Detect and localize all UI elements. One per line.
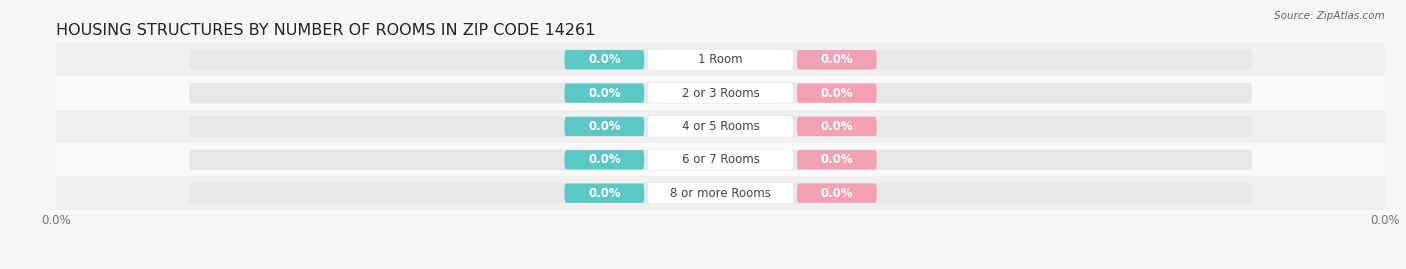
Text: 8 or more Rooms: 8 or more Rooms [671,187,770,200]
Text: 0.0%: 0.0% [821,187,853,200]
FancyBboxPatch shape [188,150,1253,170]
Text: HOUSING STRUCTURES BY NUMBER OF ROOMS IN ZIP CODE 14261: HOUSING STRUCTURES BY NUMBER OF ROOMS IN… [56,23,596,38]
FancyBboxPatch shape [56,110,1385,143]
Text: 1 Room: 1 Room [699,53,742,66]
FancyBboxPatch shape [56,76,1385,110]
FancyBboxPatch shape [564,50,644,69]
FancyBboxPatch shape [648,149,793,171]
Text: 0.0%: 0.0% [588,87,620,100]
FancyBboxPatch shape [564,183,644,203]
Text: 6 or 7 Rooms: 6 or 7 Rooms [682,153,759,166]
Text: 0.0%: 0.0% [588,53,620,66]
FancyBboxPatch shape [56,43,1385,76]
FancyBboxPatch shape [56,143,1385,176]
Legend: Owner-occupied, Renter-occupied: Owner-occupied, Renter-occupied [592,268,849,269]
Text: Source: ZipAtlas.com: Source: ZipAtlas.com [1274,11,1385,21]
FancyBboxPatch shape [188,49,1253,70]
FancyBboxPatch shape [797,50,877,69]
FancyBboxPatch shape [648,182,793,204]
FancyBboxPatch shape [797,117,877,136]
Text: 2 or 3 Rooms: 2 or 3 Rooms [682,87,759,100]
FancyBboxPatch shape [797,183,877,203]
FancyBboxPatch shape [564,83,644,103]
FancyBboxPatch shape [797,83,877,103]
Text: 4 or 5 Rooms: 4 or 5 Rooms [682,120,759,133]
Text: 0.0%: 0.0% [821,153,853,166]
Text: 0.0%: 0.0% [821,120,853,133]
Text: 0.0%: 0.0% [821,87,853,100]
FancyBboxPatch shape [648,116,793,137]
FancyBboxPatch shape [648,82,793,104]
FancyBboxPatch shape [797,150,877,169]
FancyBboxPatch shape [188,183,1253,203]
Text: 0.0%: 0.0% [821,53,853,66]
Text: 0.0%: 0.0% [588,187,620,200]
FancyBboxPatch shape [188,116,1253,137]
FancyBboxPatch shape [56,176,1385,210]
Text: 0.0%: 0.0% [588,120,620,133]
FancyBboxPatch shape [564,150,644,169]
Text: 0.0%: 0.0% [588,153,620,166]
FancyBboxPatch shape [648,49,793,70]
FancyBboxPatch shape [188,83,1253,103]
FancyBboxPatch shape [564,117,644,136]
